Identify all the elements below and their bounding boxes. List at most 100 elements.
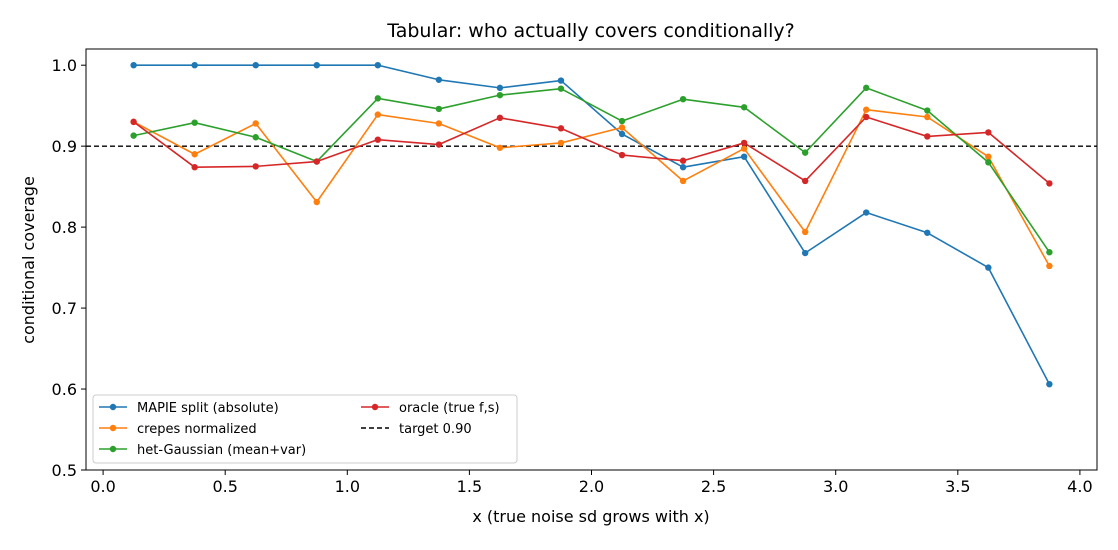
data-point (863, 209, 870, 216)
x-tick-label: 2.0 (579, 477, 604, 496)
data-point (740, 104, 748, 111)
data-point (496, 91, 504, 99)
data-point (924, 113, 931, 121)
y-tick-label: 0.8 (52, 218, 77, 237)
data-point (191, 61, 198, 69)
data-point (740, 139, 748, 147)
legend-label: oracle (true f,s) (399, 401, 500, 416)
data-point (130, 61, 137, 69)
data-point (740, 145, 748, 152)
data-point (618, 117, 626, 125)
data-point (1046, 380, 1053, 388)
x-tick-label: 2.5 (701, 477, 726, 496)
data-point (557, 85, 565, 92)
data-point (1046, 180, 1053, 187)
x-tick-label: 1.0 (335, 477, 360, 496)
data-point (679, 157, 687, 164)
data-point (435, 76, 443, 83)
data-point (374, 95, 382, 102)
data-point (618, 130, 626, 138)
data-point (496, 84, 504, 92)
x-tick-label: 1.5 (457, 477, 482, 496)
series-1 (130, 106, 1053, 270)
data-point (801, 249, 809, 257)
legend-marker (109, 403, 117, 411)
data-point (985, 159, 992, 166)
data-point (863, 106, 870, 113)
data-point (863, 84, 870, 92)
series-2 (130, 84, 1053, 256)
data-point (924, 133, 931, 140)
y-tick-label: 1.0 (52, 56, 77, 75)
x-axis-label: x (true noise sd grows with x) (472, 507, 709, 526)
legend-entry: crepes normalized (99, 422, 257, 437)
data-point (130, 132, 137, 139)
data-point (313, 198, 320, 206)
y-axis-ticks: 0.5 0.6 0.7 0.8 0.9 1.0 (52, 56, 86, 480)
series-group (130, 61, 1053, 388)
data-point (618, 151, 626, 159)
data-point (1046, 249, 1053, 256)
data-point (191, 151, 198, 158)
data-point (679, 177, 687, 185)
data-point (557, 125, 565, 132)
legend-label: het-Gaussian (mean+var) (137, 443, 306, 458)
data-point (374, 61, 382, 69)
x-tick-label: 0.5 (212, 477, 237, 496)
series-line (133, 108, 1051, 267)
legend-marker (109, 445, 117, 453)
data-point (863, 113, 870, 121)
data-point (618, 124, 626, 131)
series-3 (130, 113, 1053, 187)
data-point (985, 153, 992, 160)
legend: MAPIE split (absolute) crepes normalized h… (92, 394, 518, 464)
y-tick-label: 0.6 (52, 380, 77, 399)
legend-entry: target 0.90 (361, 422, 472, 437)
data-point (557, 77, 565, 84)
legend-marker (371, 403, 379, 411)
legend-entry: MAPIE split (absolute) (99, 401, 279, 416)
legend-entry: het-Gaussian (mean+var) (99, 443, 306, 458)
legend-box (92, 394, 518, 464)
y-tick-label: 0.9 (52, 137, 77, 156)
series-line (133, 87, 1051, 253)
legend-label: MAPIE split (absolute) (137, 401, 279, 416)
chart-title: Tabular: who actually covers conditional… (386, 20, 795, 42)
data-point (740, 153, 748, 160)
data-point (801, 177, 809, 185)
data-point (985, 129, 992, 136)
data-point (313, 158, 320, 165)
data-point (435, 120, 443, 127)
data-point (252, 61, 259, 69)
legend-items: MAPIE split (absolute) crepes normalized h… (99, 401, 500, 458)
data-point (252, 120, 259, 127)
legend-label: target 0.90 (399, 422, 472, 437)
x-axis-ticks: 0.0 0.5 1.0 1.5 2.0 2.5 3.0 3.5 4.0 (90, 470, 1093, 496)
data-point (1046, 262, 1053, 270)
y-tick-label: 0.5 (52, 461, 77, 480)
data-point (435, 105, 443, 113)
data-point (435, 141, 443, 148)
data-point (557, 139, 565, 147)
data-point (924, 107, 931, 114)
x-tick-label: 4.0 (1067, 477, 1092, 496)
data-point (191, 119, 198, 126)
data-point (130, 118, 137, 126)
y-tick-label: 0.7 (52, 299, 77, 318)
data-point (496, 114, 504, 122)
plot-frame (85, 48, 1098, 471)
data-point (252, 163, 259, 170)
data-point (252, 134, 259, 141)
data-point (496, 144, 504, 151)
data-point (374, 111, 382, 118)
data-point (679, 95, 687, 103)
x-tick-label: 0.0 (90, 477, 115, 496)
data-point (985, 264, 992, 271)
data-point (924, 229, 931, 236)
data-point (801, 228, 809, 236)
series-line (133, 116, 1050, 185)
legend-marker (109, 424, 117, 432)
data-point (679, 164, 687, 171)
